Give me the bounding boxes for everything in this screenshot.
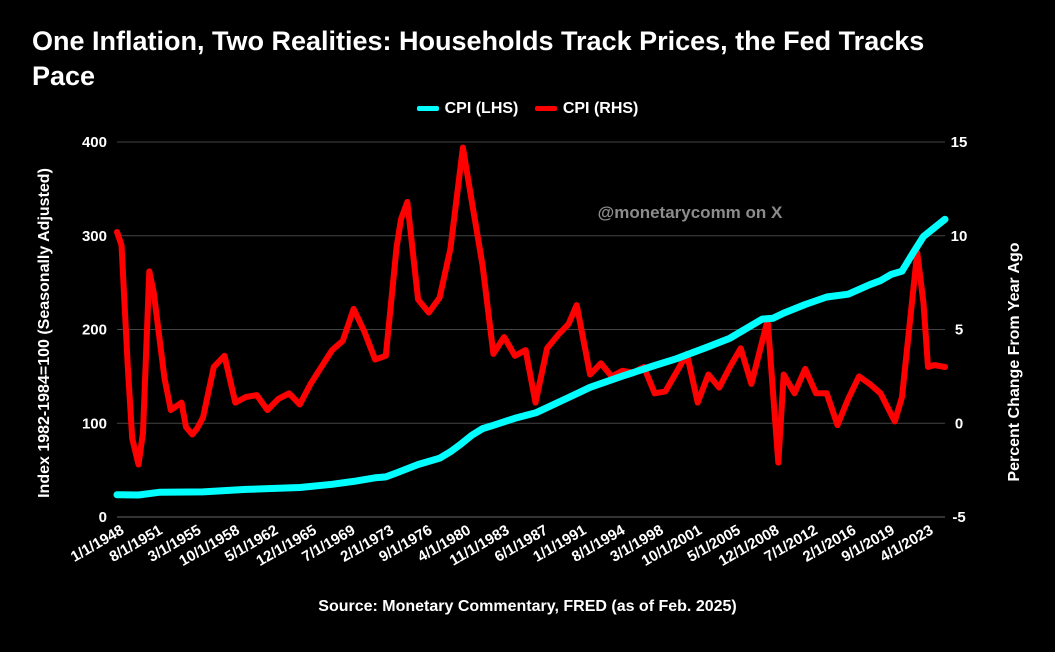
watermark: @monetarycomm on X (598, 203, 783, 222)
source-note: Source: Monetary Commentary, FRED (as of… (318, 598, 737, 615)
legend-label-lhs: CPI (LHS) (444, 99, 519, 117)
y-right-tick-label: 5 (955, 322, 963, 339)
y-axis-right-label: Percent Change From Year Ago (1006, 242, 1023, 481)
y-right-tick-label: 0 (955, 415, 963, 432)
y-left-tick-label: 0 (99, 509, 107, 526)
y-right-tick-label: 15 (951, 134, 968, 151)
series-line-rhs (114, 144, 948, 468)
y-right-tick-label: 10 (951, 228, 968, 245)
grid-lines (117, 141, 945, 518)
y-axis-right-ticks: -5 0 5 10 15 (951, 134, 968, 526)
y-left-tick-label: 400 (82, 134, 107, 151)
y-left-tick-label: 200 (82, 322, 107, 339)
y-axis-left-label: Index 1982-1984=100 (Seasonally Adjusted… (36, 168, 53, 498)
series-layer (113, 144, 949, 499)
legend: CPI (LHS) CPI (RHS) (0, 98, 1055, 118)
legend-swatch-rhs (534, 106, 557, 111)
x-axis-ticks: 1/1/19488/1/19513/1/195510/1/19585/1/196… (68, 521, 936, 569)
legend-label-rhs: CPI (RHS) (562, 99, 639, 117)
legend-item-lhs: CPI (LHS) (416, 99, 519, 118)
y-axis-left-ticks: 0 100 200 300 400 (82, 134, 107, 526)
y-left-tick-label: 100 (82, 415, 107, 432)
legend-item-rhs: CPI (RHS) (534, 99, 639, 118)
y-left-tick-label: 300 (82, 228, 107, 245)
legend-swatch-lhs (416, 106, 439, 111)
series-line-lhs (113, 215, 949, 499)
y-right-tick-label: -5 (952, 509, 965, 526)
chart-title: One Inflation, Two Realities: Households… (32, 26, 925, 91)
